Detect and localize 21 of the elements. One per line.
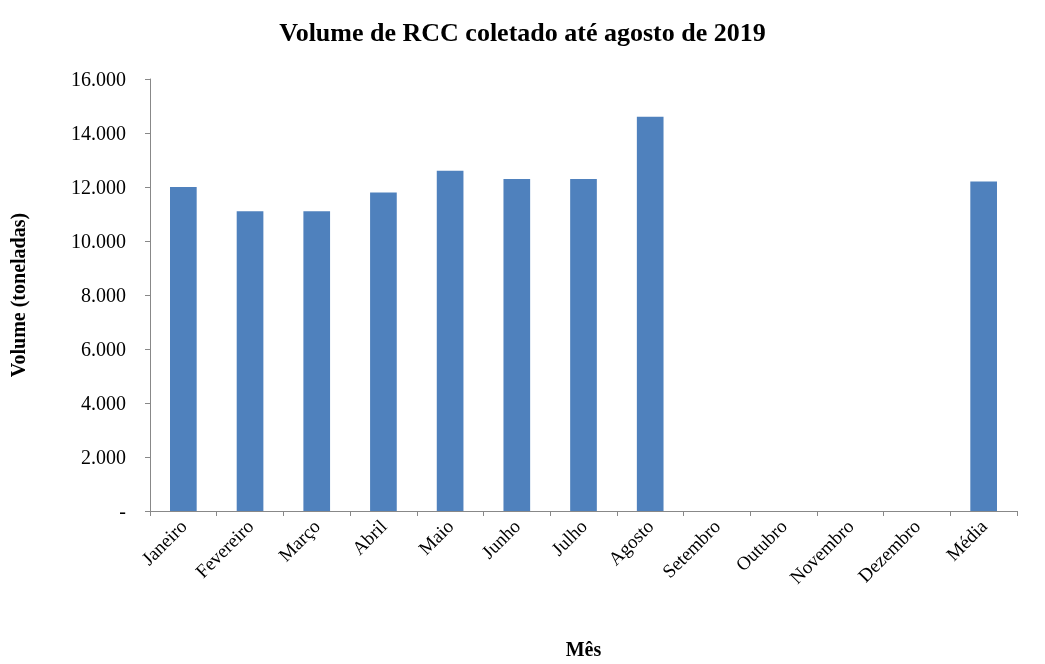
y-tick-label: - xyxy=(119,500,126,522)
y-tick-label: 8.000 xyxy=(81,284,126,306)
y-tick-label: 12.000 xyxy=(71,176,126,198)
y-axis-title: Volume (toneladas) xyxy=(7,212,30,378)
bar xyxy=(170,187,197,511)
bar xyxy=(303,211,331,511)
bar xyxy=(570,178,597,511)
bar xyxy=(370,192,397,511)
y-tick-label: 6.000 xyxy=(81,338,126,360)
y-tick-label: 4.000 xyxy=(81,392,126,414)
bar xyxy=(970,181,997,511)
bar xyxy=(636,116,664,511)
chart-title: Volume de RCC coletado até agosto de 2019 xyxy=(279,17,766,47)
bar xyxy=(503,178,531,511)
y-tick-label: 14.000 xyxy=(71,122,126,144)
y-tick-label: 10.000 xyxy=(71,230,126,252)
y-tick-label: 16.000 xyxy=(71,68,126,90)
bar xyxy=(436,170,464,511)
x-axis-title: Mês xyxy=(565,638,602,660)
bar xyxy=(236,211,264,511)
y-tick-label: 2.000 xyxy=(81,446,126,468)
